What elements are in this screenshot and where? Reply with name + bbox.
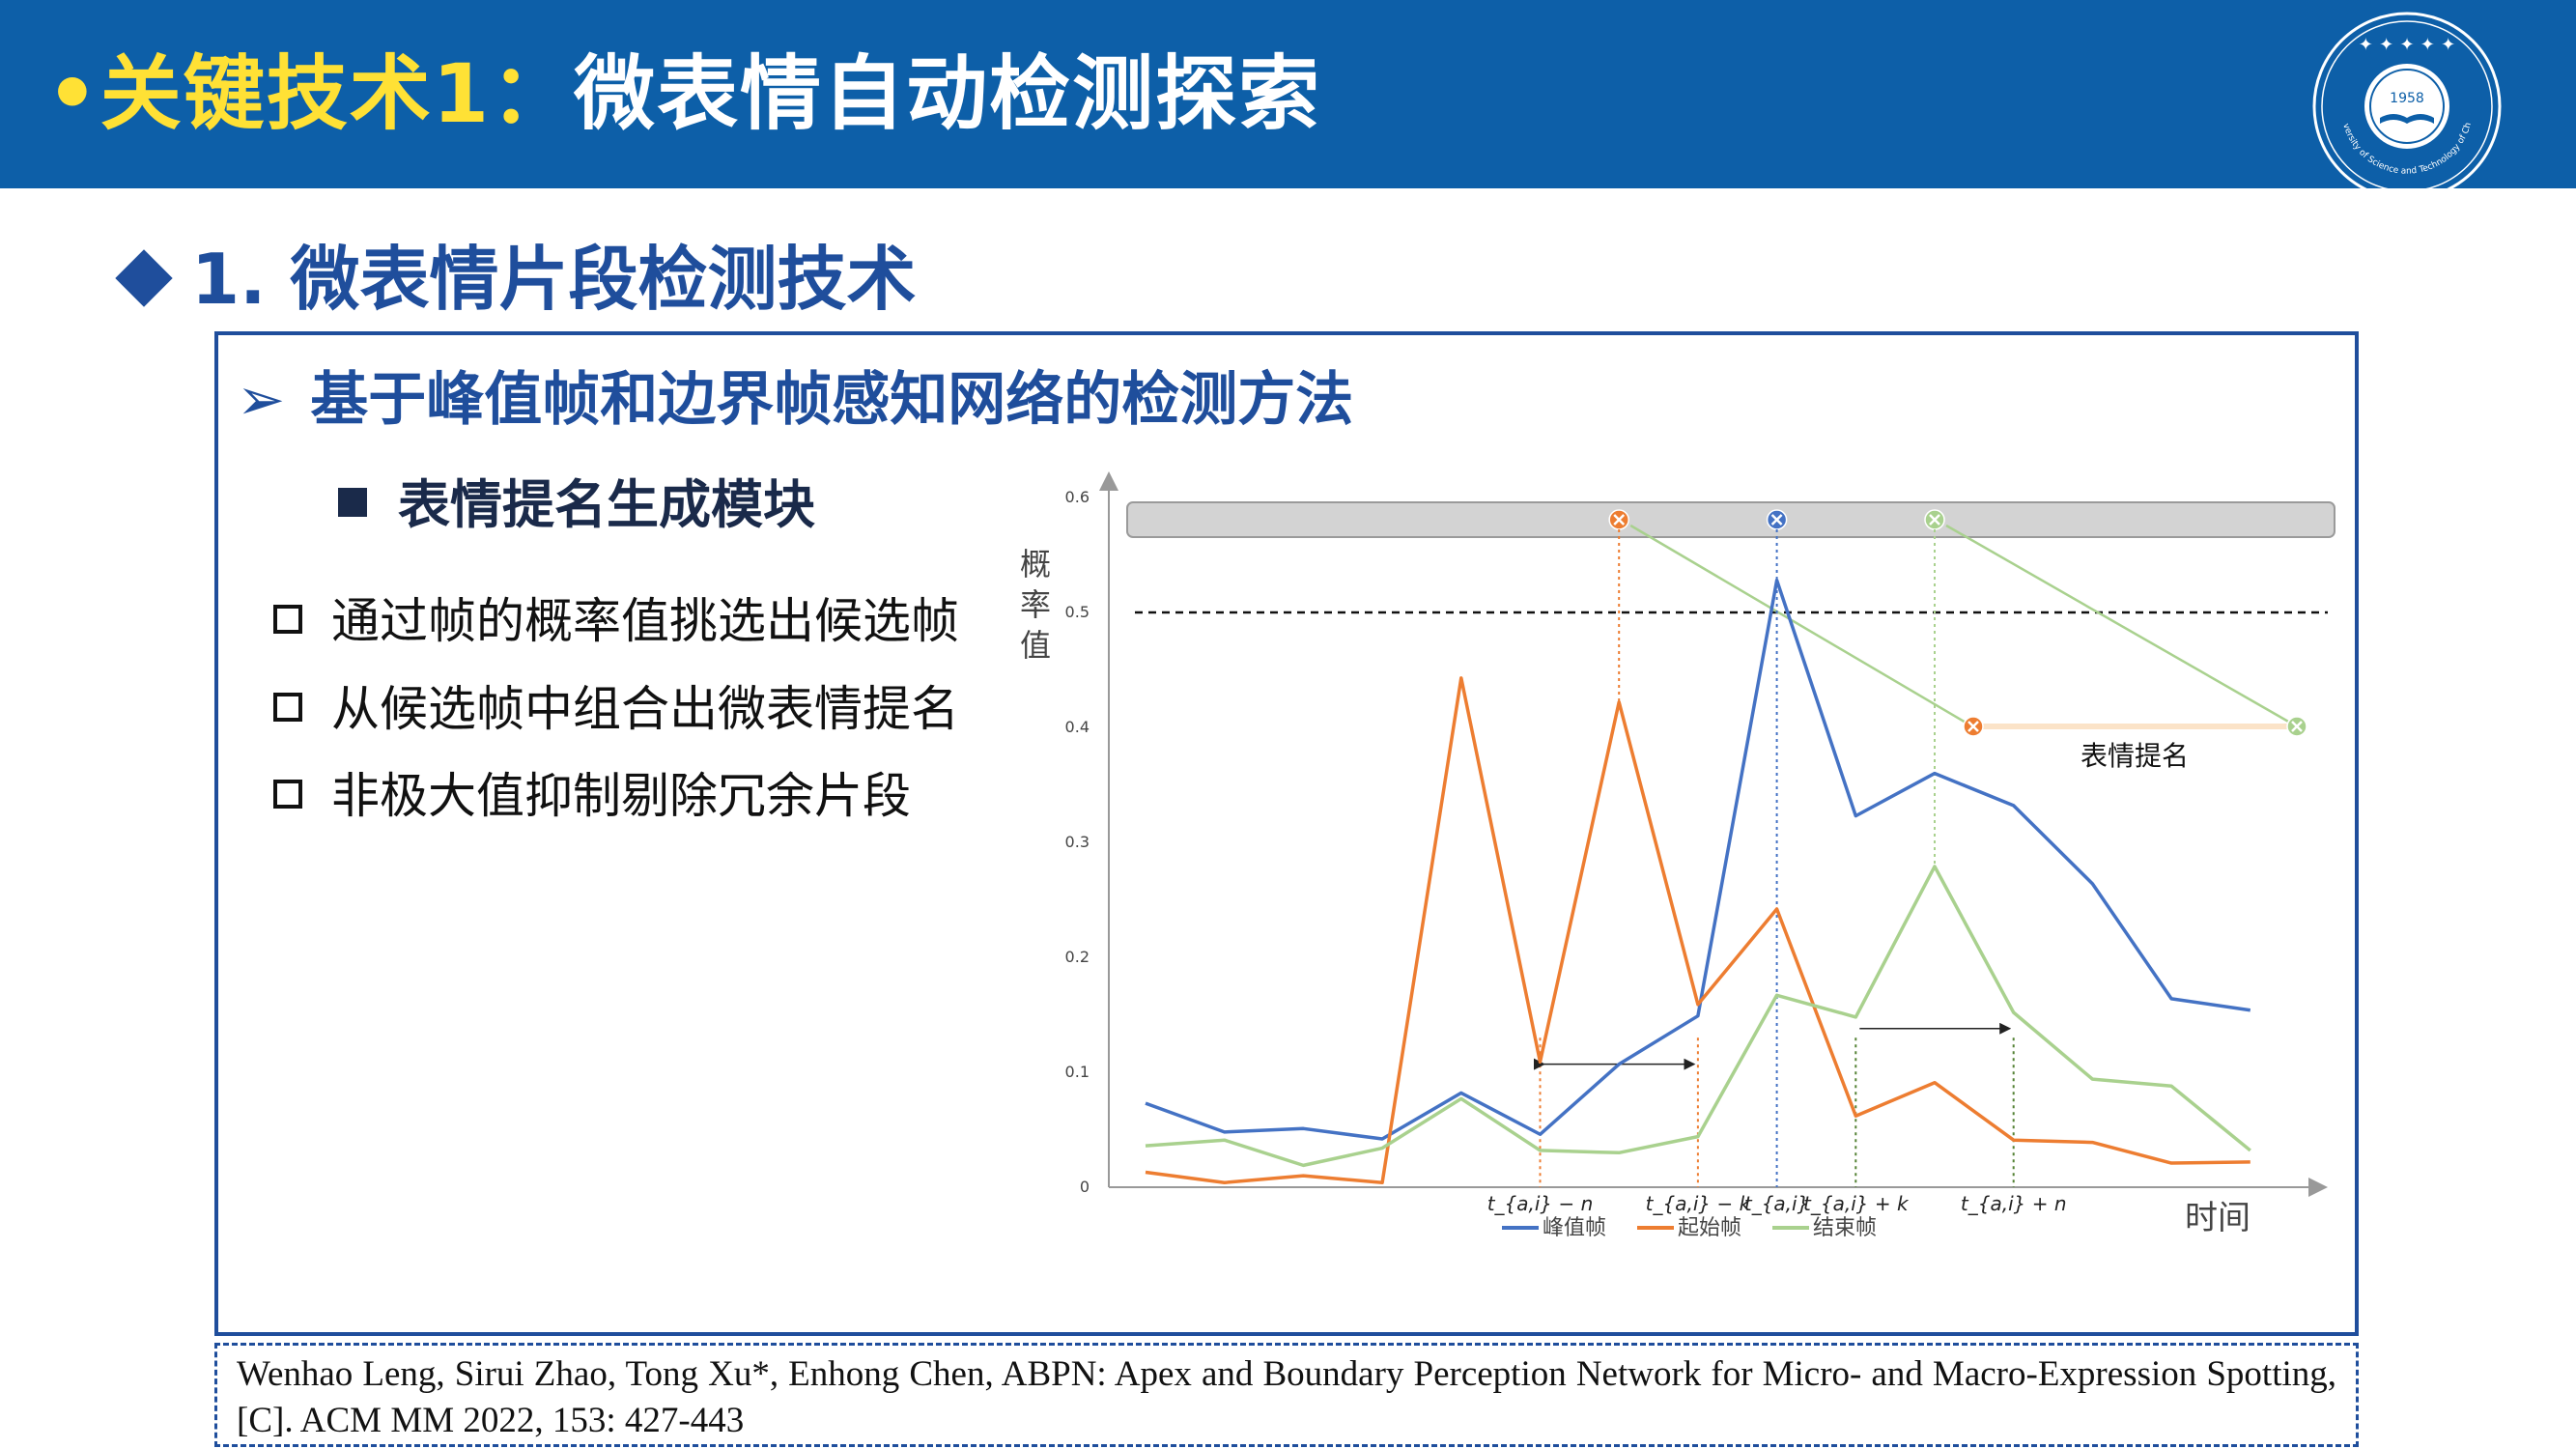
square-bullet-icon (338, 488, 367, 518)
logo-year: 1958 (2390, 91, 2424, 106)
legend-label-1: 起始帧 (1678, 1216, 1741, 1240)
citation: Wenhao Leng, Sirui Zhao, Tong Xu*, Enhon… (214, 1343, 2359, 1447)
connector-line (1945, 524, 2298, 728)
x-marker-label: t_{a,i} + n (1961, 1192, 2067, 1215)
series-line-1 (1145, 676, 2250, 1184)
y-tick-label: 0.1 (1065, 1063, 1090, 1081)
x-marker-label: t_{a,i} + k (1803, 1192, 1910, 1215)
x-marker-label: t_{a,i} − n (1487, 1192, 1594, 1215)
module-title-text: 表情提名生成模块 (398, 474, 815, 535)
subheading: ➢ 基于峰值帧和边界帧感知网络的检测方法 (237, 353, 1353, 437)
probability-line-chart: 0 0.1 0.2 0.3 0.4 0.5 0.6 表情提名 t_{a,i} − n t_{a… (1020, 471, 2335, 1240)
section-title: 1. 微表情片段检测技术 (115, 222, 917, 324)
bullet-item-3: 非极大值抑制剔除冗余片段 (273, 757, 911, 827)
connector-line (1629, 524, 1973, 728)
series-line-0 (1145, 578, 2251, 1141)
proposal-start-marker-x (1967, 721, 1979, 732)
checkbox-icon (273, 692, 302, 722)
y-tick-label: 0.5 (1065, 603, 1090, 621)
legend-label-2: 结束帧 (1813, 1216, 1877, 1240)
checkbox-icon (273, 604, 302, 634)
y-axis-label-3: 值 (1020, 627, 1051, 664)
header-bar: •关键技术1：微表情自动检测探索 1958 University of Scie… (0, 0, 2576, 201)
bullet-item-1: 通过帧的概率值挑选出候选帧 (273, 582, 959, 652)
title-rest: 微表情自动检测探索 (574, 46, 1322, 141)
title-highlight: •关键技术1： (46, 46, 575, 141)
logo-glyphs: ✦ ✦ ✦ ✦ ✦ (2359, 35, 2455, 55)
series-line-2 (1145, 865, 2251, 1168)
bullet-text-3: 非极大值抑制剔除冗余片段 (331, 768, 911, 824)
x-marker-label: t_{a,i} (1744, 1192, 1809, 1215)
y-tick-label: 0.3 (1065, 833, 1090, 851)
section-title-text: 1. 微表情片段检测技术 (191, 239, 917, 320)
module-title: 表情提名生成模块 (338, 462, 815, 538)
proposal-end-marker-x (2291, 721, 2303, 732)
arrow-bullet-icon: ➢ (237, 366, 286, 434)
diamond-icon (115, 249, 173, 308)
proposal-label: 表情提名 (2081, 740, 2189, 772)
y-tick-label: 0.6 (1065, 488, 1090, 506)
bullet-item-2: 从候选帧中组合出微表情提名 (273, 670, 959, 740)
end-candidate-marker-x (1929, 514, 1940, 526)
subheading-text: 基于峰值帧和边界帧感知网络的检测方法 (310, 366, 1354, 434)
bullet-text-2: 从候选帧中组合出微表情提名 (331, 681, 959, 737)
y-axis-label-2: 率 (1020, 586, 1051, 623)
proposal-bar (1126, 501, 2335, 538)
x-axis-label: 时间 (2185, 1199, 2250, 1237)
content-frame (214, 331, 2359, 1336)
peak-candidate-marker-x (1770, 514, 1783, 526)
university-logo: 1958 University of Science and Technolog… (2310, 10, 2502, 201)
y-tick-label: 0.2 (1065, 948, 1090, 966)
y-tick-label: 0.4 (1065, 718, 1090, 736)
legend-label-0: 峰值帧 (1543, 1216, 1606, 1240)
checkbox-icon (273, 779, 302, 809)
bullet-text-1: 通过帧的概率值挑选出候选帧 (331, 593, 959, 649)
page-title: •关键技术1：微表情自动检测探索 (46, 29, 1321, 146)
start-candidate-marker-x (1613, 514, 1626, 526)
y-axis-label-1: 概 (1020, 546, 1051, 582)
x-marker-label: t_{a,i} − k (1646, 1192, 1752, 1215)
y-tick-label: 0 (1080, 1178, 1090, 1196)
